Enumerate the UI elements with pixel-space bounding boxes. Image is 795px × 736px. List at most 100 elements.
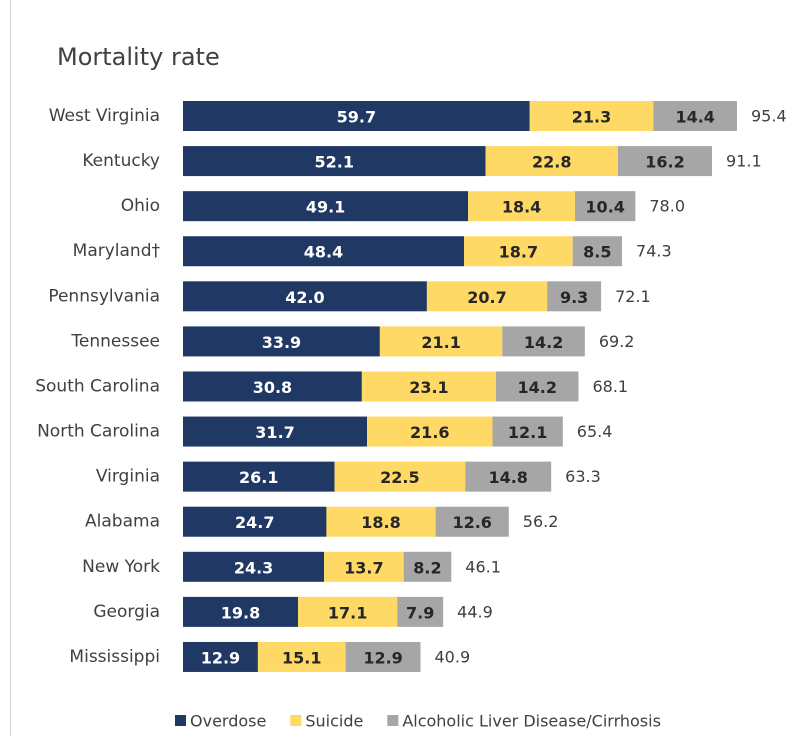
data-label: 13.7 <box>344 558 383 577</box>
bar-segment <box>183 506 327 537</box>
total-label: 46.1 <box>465 557 501 576</box>
data-label: 33.9 <box>262 333 301 352</box>
bar-segment <box>257 641 346 672</box>
legend-swatch <box>175 715 186 726</box>
y-tick-label: New York <box>82 557 160 577</box>
data-label: 18.8 <box>361 513 400 532</box>
data-label: 9.3 <box>560 288 588 307</box>
bar-segment <box>183 461 335 492</box>
data-label: 17.1 <box>328 603 367 622</box>
data-label: 24.7 <box>235 513 274 532</box>
legend-label: Suicide <box>305 712 363 731</box>
data-label: 10.4 <box>585 198 624 217</box>
bar-segment <box>617 146 713 177</box>
bar-segment <box>326 506 436 537</box>
bar-segment <box>426 281 548 312</box>
bar-segment <box>367 416 493 447</box>
bar-segment <box>183 146 486 177</box>
y-tick-label: Georgia <box>93 602 160 622</box>
bar-segment <box>403 551 452 582</box>
bar-segment <box>379 326 503 357</box>
bar-segment <box>574 191 636 222</box>
y-tick-label: Virginia <box>96 467 160 487</box>
data-label: 21.3 <box>572 108 611 127</box>
chart-title: Mortality rate <box>57 43 220 71</box>
bar-segment <box>492 416 563 447</box>
y-tick-label: Kentucky <box>82 151 160 171</box>
bar-segment <box>183 551 325 582</box>
data-label: 21.6 <box>410 423 449 442</box>
y-tick-label: Alabama <box>85 512 160 532</box>
data-label: 30.8 <box>253 378 292 397</box>
total-label: 63.3 <box>565 467 601 486</box>
y-tick-label: South Carolina <box>35 376 160 396</box>
bar-segment <box>502 326 585 357</box>
bar-segment <box>464 236 573 267</box>
data-label: 22.5 <box>380 468 419 487</box>
bar-segment <box>334 461 466 492</box>
total-label: 91.1 <box>726 152 762 171</box>
total-label: 78.0 <box>649 197 685 216</box>
data-label: 14.8 <box>488 468 527 487</box>
data-label: 22.8 <box>532 153 571 172</box>
bar-segment <box>324 551 404 582</box>
total-label: 69.2 <box>599 332 635 351</box>
bar-segment <box>183 281 427 312</box>
data-label: 14.4 <box>675 108 714 127</box>
bar-segment <box>183 371 362 402</box>
total-label: 40.9 <box>435 647 471 666</box>
legend-label: Alcoholic Liver Disease/Cirrhosis <box>402 712 661 731</box>
y-tick-label: Ohio <box>121 196 160 216</box>
data-label: 24.3 <box>234 558 273 577</box>
total-label: 74.3 <box>636 242 672 261</box>
bar-segment <box>397 596 444 627</box>
data-label: 14.2 <box>524 333 563 352</box>
bar-segment <box>485 146 618 177</box>
data-label: 23.1 <box>409 378 448 397</box>
data-label: 21.1 <box>421 333 460 352</box>
data-label: 8.2 <box>413 558 441 577</box>
data-label: 14.2 <box>517 378 556 397</box>
bar-segment <box>183 326 380 357</box>
data-label: 26.1 <box>239 468 278 487</box>
bar-segment <box>468 191 575 222</box>
total-label: 68.1 <box>592 377 628 396</box>
data-label: 12.9 <box>201 648 240 667</box>
bar-segment <box>183 596 298 627</box>
bar-segment <box>465 461 552 492</box>
data-label: 18.4 <box>502 198 541 217</box>
bar-segment <box>183 416 368 447</box>
data-label: 42.0 <box>285 288 324 307</box>
total-label: 65.4 <box>577 422 613 441</box>
y-tick-label: West Virginia <box>49 106 160 126</box>
bar-segment <box>653 101 737 131</box>
data-label: 12.1 <box>508 423 547 442</box>
bar-segment <box>572 236 623 267</box>
bar-segment <box>496 371 579 402</box>
legend-label: Overdose <box>190 712 266 731</box>
y-tick-label: Tennessee <box>70 331 160 351</box>
y-tick-label: Pennsylvania <box>48 286 160 306</box>
data-label: 31.7 <box>255 423 294 442</box>
bar-segment <box>183 641 258 672</box>
bar-segment <box>529 101 654 131</box>
data-label: 16.2 <box>645 153 684 172</box>
total-label: 56.2 <box>523 512 559 531</box>
legend-swatch <box>290 715 302 726</box>
bar-segment <box>183 191 469 222</box>
data-label: 59.7 <box>337 108 376 127</box>
bar-segment <box>183 236 465 267</box>
data-label: 48.4 <box>304 243 343 262</box>
data-label: 12.6 <box>452 513 491 532</box>
bar-segment <box>435 506 509 537</box>
data-label: 15.1 <box>282 648 321 667</box>
data-label: 12.9 <box>363 648 402 667</box>
data-label: 8.5 <box>583 243 611 262</box>
total-label: 44.9 <box>457 602 493 621</box>
y-tick-label: North Carolina <box>37 422 160 442</box>
bar-segment <box>361 371 497 402</box>
bar-segment <box>547 281 602 312</box>
y-tick-label: Mississippi <box>69 647 160 667</box>
legend-swatch <box>387 715 399 726</box>
